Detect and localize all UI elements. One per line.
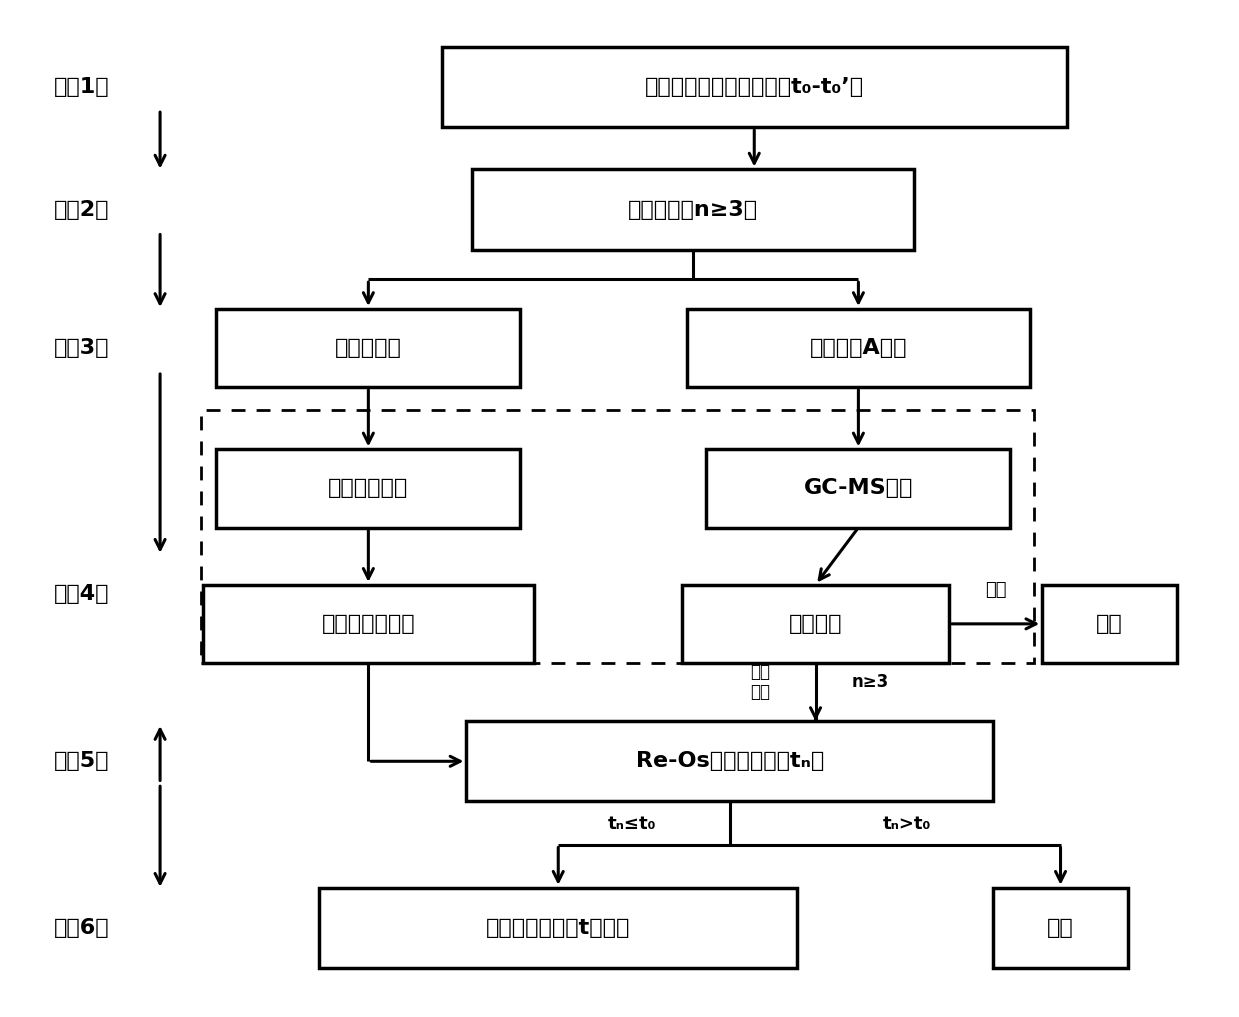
Text: 步骤2：: 步骤2：	[53, 199, 109, 220]
FancyBboxPatch shape	[681, 585, 949, 663]
Text: 舍弃: 舍弃	[1097, 614, 1123, 634]
Text: 步骤5：: 步骤5：	[53, 752, 109, 771]
Text: 油气充注时间（t）次序: 油气充注时间（t）次序	[486, 917, 631, 938]
Text: 步骤3：: 步骤3：	[53, 338, 109, 358]
Text: tₙ≤t₀: tₙ≤t₀	[607, 815, 655, 833]
Text: Re-Os同位素定年（tₙ）: Re-Os同位素定年（tₙ）	[636, 752, 824, 771]
Text: 油源分析: 油源分析	[789, 614, 843, 634]
FancyBboxPatch shape	[706, 450, 1010, 528]
Text: 步骤1：: 步骤1：	[53, 77, 109, 98]
FancyBboxPatch shape	[442, 47, 1067, 127]
Text: 单一
同源: 单一 同源	[751, 663, 771, 702]
Text: 混源: 混源	[985, 581, 1006, 599]
Text: 样品采集（n≥3）: 样品采集（n≥3）	[628, 199, 758, 220]
Text: 磷灰石挑选: 磷灰石挑选	[335, 338, 401, 358]
FancyBboxPatch shape	[466, 721, 994, 801]
Text: n≥3: n≥3	[852, 673, 890, 691]
FancyBboxPatch shape	[1042, 585, 1177, 663]
FancyBboxPatch shape	[320, 888, 797, 968]
Text: GC-MS分析: GC-MS分析	[804, 478, 913, 498]
Text: 氯仿氥青A提取: 氯仿氥青A提取	[809, 338, 907, 358]
FancyBboxPatch shape	[217, 450, 520, 528]
FancyBboxPatch shape	[203, 585, 534, 663]
FancyBboxPatch shape	[994, 888, 1127, 968]
Text: 步骤6：: 步骤6：	[53, 917, 109, 938]
Text: 舍弃: 舍弃	[1047, 917, 1074, 938]
FancyBboxPatch shape	[217, 309, 520, 387]
FancyBboxPatch shape	[686, 309, 1030, 387]
Text: 构造演化史反演: 构造演化史反演	[322, 614, 415, 634]
FancyBboxPatch shape	[472, 170, 913, 250]
Text: 步骤4：: 步骤4：	[53, 584, 109, 604]
Text: 裂变径迹分析: 裂变径迹分析	[328, 478, 409, 498]
Text: 工区及目标层时代确定（t₀-t₀’）: 工区及目标层时代确定（t₀-t₀’）	[644, 77, 864, 98]
Text: tₙ>t₀: tₙ>t₀	[883, 815, 932, 833]
